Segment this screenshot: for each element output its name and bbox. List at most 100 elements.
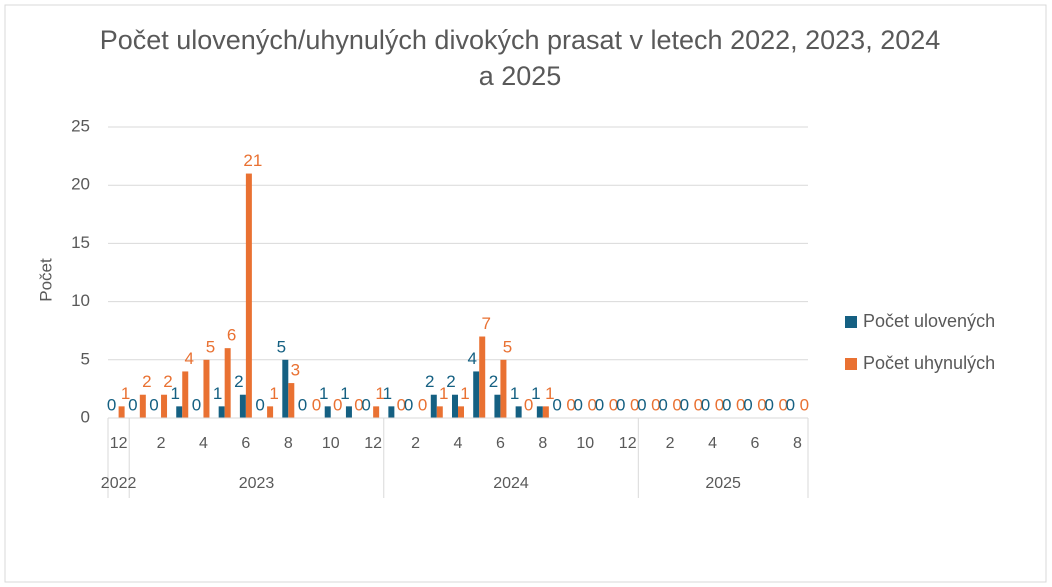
data-label: 0 [715,395,724,414]
bar [542,406,549,418]
bar [536,406,543,418]
data-label: 1 [171,384,180,403]
data-label: 1 [375,384,384,403]
data-label: 0 [651,395,660,414]
data-label: 2 [142,372,151,391]
legend-swatch [845,316,857,328]
data-label: 2 [234,372,243,391]
data-label: 0 [312,395,321,414]
data-label: 0 [786,395,795,414]
data-label: 0 [757,395,766,414]
x-group-label: 2024 [493,475,529,492]
data-label: 0 [637,395,646,414]
bar [224,348,231,418]
bar [161,394,168,418]
data-label: 0 [722,395,731,414]
data-label: 1 [269,384,278,403]
data-label: 0 [354,395,363,414]
y-axis-title: Počet [36,258,55,302]
x-tick-label: 8 [284,435,293,452]
bar [118,406,125,418]
data-label: 0 [800,395,809,414]
bar [494,394,501,418]
data-label: 21 [243,151,262,170]
data-label: 0 [694,395,703,414]
x-tick-label: 10 [322,435,340,452]
data-label: 0 [552,395,561,414]
data-label: 1 [121,384,130,403]
bar [203,359,210,418]
x-tick-label: 2 [157,435,166,452]
bar [436,406,443,418]
x-tick-label: 8 [793,435,802,452]
data-label: 0 [616,395,625,414]
bar [176,406,183,418]
data-label: 0 [701,395,710,414]
x-tick-label: 4 [708,435,717,452]
bar [458,406,464,418]
data-label: 0 [743,395,752,414]
data-label: 1 [439,384,448,403]
y-tick-label: 25 [71,116,90,135]
bar [282,359,289,418]
x-group-label: 2025 [705,475,741,492]
data-label: 0 [255,395,264,414]
data-label: 0 [778,395,787,414]
x-group-label: 2023 [239,475,275,492]
data-label: 1 [213,384,222,403]
x-tick-label: 4 [199,435,208,452]
x-tick-label: 10 [576,435,594,452]
data-label: 1 [510,384,519,403]
data-label: 0 [595,395,604,414]
x-tick-label: 8 [538,435,547,452]
data-label: 4 [467,349,476,368]
data-label: 5 [206,337,215,356]
data-label: 0 [404,395,413,414]
data-label: 5 [277,337,286,356]
data-label: 0 [672,395,681,414]
bar [324,406,331,418]
bar [473,371,480,418]
x-tick-label: 2 [411,435,420,452]
data-label: 0 [736,395,745,414]
bar [245,173,252,418]
data-label: 0 [680,395,689,414]
y-tick-label: 15 [71,233,90,252]
legend-swatch [845,358,857,370]
data-label: 1 [319,384,328,403]
bar [373,406,380,418]
y-tick-label: 20 [71,175,90,194]
data-label: 0 [764,395,773,414]
data-label: 0 [397,395,406,414]
legend-label: Počet ulovených [863,311,995,331]
data-label: 0 [658,395,667,414]
bar [267,406,274,418]
data-label: 1 [340,384,349,403]
y-tick-label: 10 [71,291,90,310]
x-tick-label: 6 [496,435,505,452]
bar [239,394,246,418]
x-tick-label: 4 [454,435,463,452]
y-tick-label: 5 [81,349,90,368]
data-label: 5 [503,337,512,356]
data-label: 0 [333,395,342,414]
data-label: 0 [418,395,427,414]
data-label: 2 [425,372,434,391]
y-tick-label: 0 [81,407,90,426]
bar [218,406,225,418]
data-label: 0 [566,395,575,414]
data-label: 1 [460,384,469,403]
data-label: 2 [446,372,455,391]
x-tick-label: 12 [110,435,128,452]
data-label: 0 [361,395,370,414]
bar [139,394,146,418]
bar [430,394,437,418]
data-label: 0 [574,395,583,414]
data-label: 1 [383,384,392,403]
x-tick-label: 12 [619,435,637,452]
data-label: 3 [291,361,300,380]
data-label: 2 [163,372,172,391]
data-label: 1 [545,384,554,403]
bar [452,394,458,418]
